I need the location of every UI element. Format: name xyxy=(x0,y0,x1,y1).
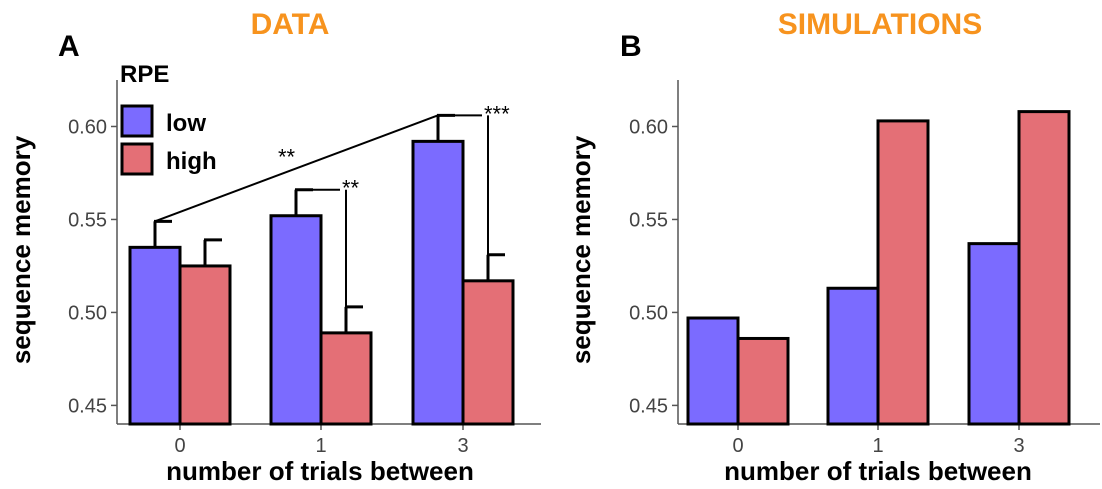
bar-low-3 xyxy=(967,242,1021,426)
x-tick-label: 3 xyxy=(457,435,468,457)
bar-low-0 xyxy=(128,245,182,426)
panel-a-letter: A xyxy=(58,30,80,63)
legend-title: RPE xyxy=(120,61,169,88)
legend-swatch-low xyxy=(120,104,154,138)
bar-high-0 xyxy=(736,336,790,426)
legend-label-low: low xyxy=(166,110,206,137)
sig-label-pair: *** xyxy=(484,101,510,126)
plot-b: 0.45 0.50 0.55 0.60 0 1 3 xyxy=(629,80,1100,457)
bar-high-0 xyxy=(178,264,232,426)
legend: RPE low high xyxy=(120,61,217,176)
bar-high-3 xyxy=(1017,110,1071,426)
y-tick-label: 0.50 xyxy=(629,302,668,324)
legend-label-high: high xyxy=(166,148,217,175)
bar-low-0 xyxy=(686,316,740,426)
panel-b-letter: B xyxy=(620,30,642,63)
y-tick-label: 0.60 xyxy=(629,116,668,138)
x-tick-label: 1 xyxy=(315,435,326,457)
y-tick-label: 0.50 xyxy=(68,302,107,324)
y-tick-label: 0.45 xyxy=(68,395,107,417)
panel-b-xlabel: number of trials between xyxy=(724,456,1032,486)
panel-a-ylabel: sequence memory xyxy=(6,135,36,364)
bar-high-1 xyxy=(876,119,930,426)
y-tick-label: 0.55 xyxy=(68,209,107,231)
legend-swatch-high xyxy=(120,142,154,176)
bar-low-3 xyxy=(411,139,465,426)
trend-line xyxy=(154,114,439,223)
y-tick-label: 0.60 xyxy=(68,116,107,138)
y-tick-label: 0.55 xyxy=(629,209,668,231)
panel-a-xlabel: number of trials between xyxy=(166,456,474,486)
bar-high-1 xyxy=(319,331,373,426)
bar-high-3 xyxy=(461,279,515,426)
panel-b-title: SIMULATIONS xyxy=(778,8,982,41)
plot-a: 0.450.500.550.600 1 3******* xyxy=(68,80,541,457)
y-tick-label: 0.45 xyxy=(629,395,668,417)
x-tick-label: 0 xyxy=(174,435,185,457)
bar-low-1 xyxy=(269,214,323,426)
sig-label-trend: ** xyxy=(278,144,296,169)
x-tick-label: 1 xyxy=(872,435,883,457)
x-tick-label: 3 xyxy=(1013,435,1024,457)
x-tick-label: 0 xyxy=(732,435,743,457)
panel-a-title: DATA xyxy=(251,8,330,41)
sig-label-pair: ** xyxy=(342,176,360,201)
bar-low-1 xyxy=(826,286,880,426)
panel-b-ylabel: sequence memory xyxy=(566,135,596,364)
